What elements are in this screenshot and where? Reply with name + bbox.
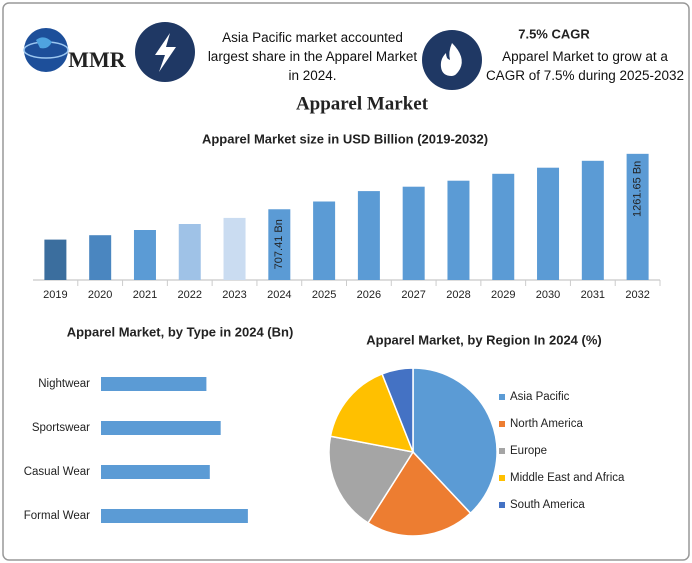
- chart-title: Apparel Market size in USD Billion (2019…: [202, 131, 488, 146]
- legend-label: South America: [510, 499, 585, 511]
- logo: MMR: [23, 28, 127, 72]
- bar: [626, 153, 649, 280]
- cagr-text: Apparel Market to grow at a CAGR of 7.5%…: [485, 49, 685, 83]
- pie-slice: [366, 450, 472, 537]
- y-tick-label: Casual Wear: [24, 466, 90, 478]
- flame-icon: [422, 30, 482, 90]
- x-tick-label: 2022: [178, 289, 202, 301]
- x-tick-label: 2032: [625, 289, 649, 301]
- value-label: 1261.65 Bn: [632, 161, 644, 217]
- x-tick-label: 2024: [267, 289, 291, 301]
- bar: [133, 230, 156, 280]
- bar: [537, 167, 560, 280]
- highlight-text: Asia Pacific market accounted largest sh…: [207, 30, 418, 83]
- bar: [357, 191, 380, 280]
- x-tick-label: 2028: [446, 289, 470, 301]
- bar: [101, 421, 221, 435]
- legend-label: Middle East and Africa: [510, 472, 625, 484]
- cagr-title: 7.5% CAGR: [518, 26, 590, 41]
- bar: [223, 217, 246, 280]
- legend-swatch: [499, 475, 505, 481]
- x-tick-label: 2019: [43, 289, 67, 301]
- legend-swatch: [499, 394, 505, 400]
- pie-slice: [328, 435, 415, 524]
- x-tick-label: 2023: [222, 289, 246, 301]
- bar: [447, 180, 470, 280]
- legend-label: North America: [510, 418, 583, 430]
- x-tick-label: 2031: [581, 289, 605, 301]
- bolt-icon: [135, 22, 195, 82]
- bar: [101, 509, 248, 523]
- legend-swatch: [499, 448, 505, 454]
- x-tick-label: 2020: [88, 289, 112, 301]
- x-tick-label: 2021: [133, 289, 157, 301]
- x-tick-label: 2029: [491, 289, 515, 301]
- bar: [313, 201, 336, 280]
- legend-label: Asia Pacific: [510, 391, 570, 403]
- pie-slice: [381, 367, 414, 453]
- bar: [101, 465, 210, 479]
- legend-swatch: [499, 421, 505, 427]
- logo-text: MMR: [68, 47, 127, 72]
- bar: [268, 209, 291, 280]
- x-tick-label: 2026: [357, 289, 381, 301]
- value-label: 707.41 Bn: [273, 219, 285, 269]
- chart-title: Apparel Market, by Type in 2024 (Bn): [67, 324, 294, 339]
- x-tick-label: 2027: [401, 289, 425, 301]
- bar: [89, 235, 112, 280]
- legend-swatch: [499, 502, 505, 508]
- page-title: Apparel Market: [296, 93, 429, 114]
- x-tick-label: 2025: [312, 289, 336, 301]
- chart-title: Apparel Market, by Region In 2024 (%): [366, 332, 602, 347]
- y-tick-label: Nightwear: [38, 378, 90, 390]
- bar: [101, 377, 207, 391]
- legend-label: Europe: [510, 445, 547, 457]
- pie-slice: [329, 372, 415, 453]
- pie-slice: [412, 367, 498, 515]
- bar: [492, 173, 515, 280]
- bar: [581, 160, 604, 280]
- x-tick-label: 2030: [536, 289, 560, 301]
- bar: [178, 224, 201, 280]
- bar: [44, 239, 67, 280]
- y-tick-label: Formal Wear: [24, 510, 90, 522]
- y-tick-label: Sportswear: [32, 422, 90, 434]
- bar: [402, 186, 425, 280]
